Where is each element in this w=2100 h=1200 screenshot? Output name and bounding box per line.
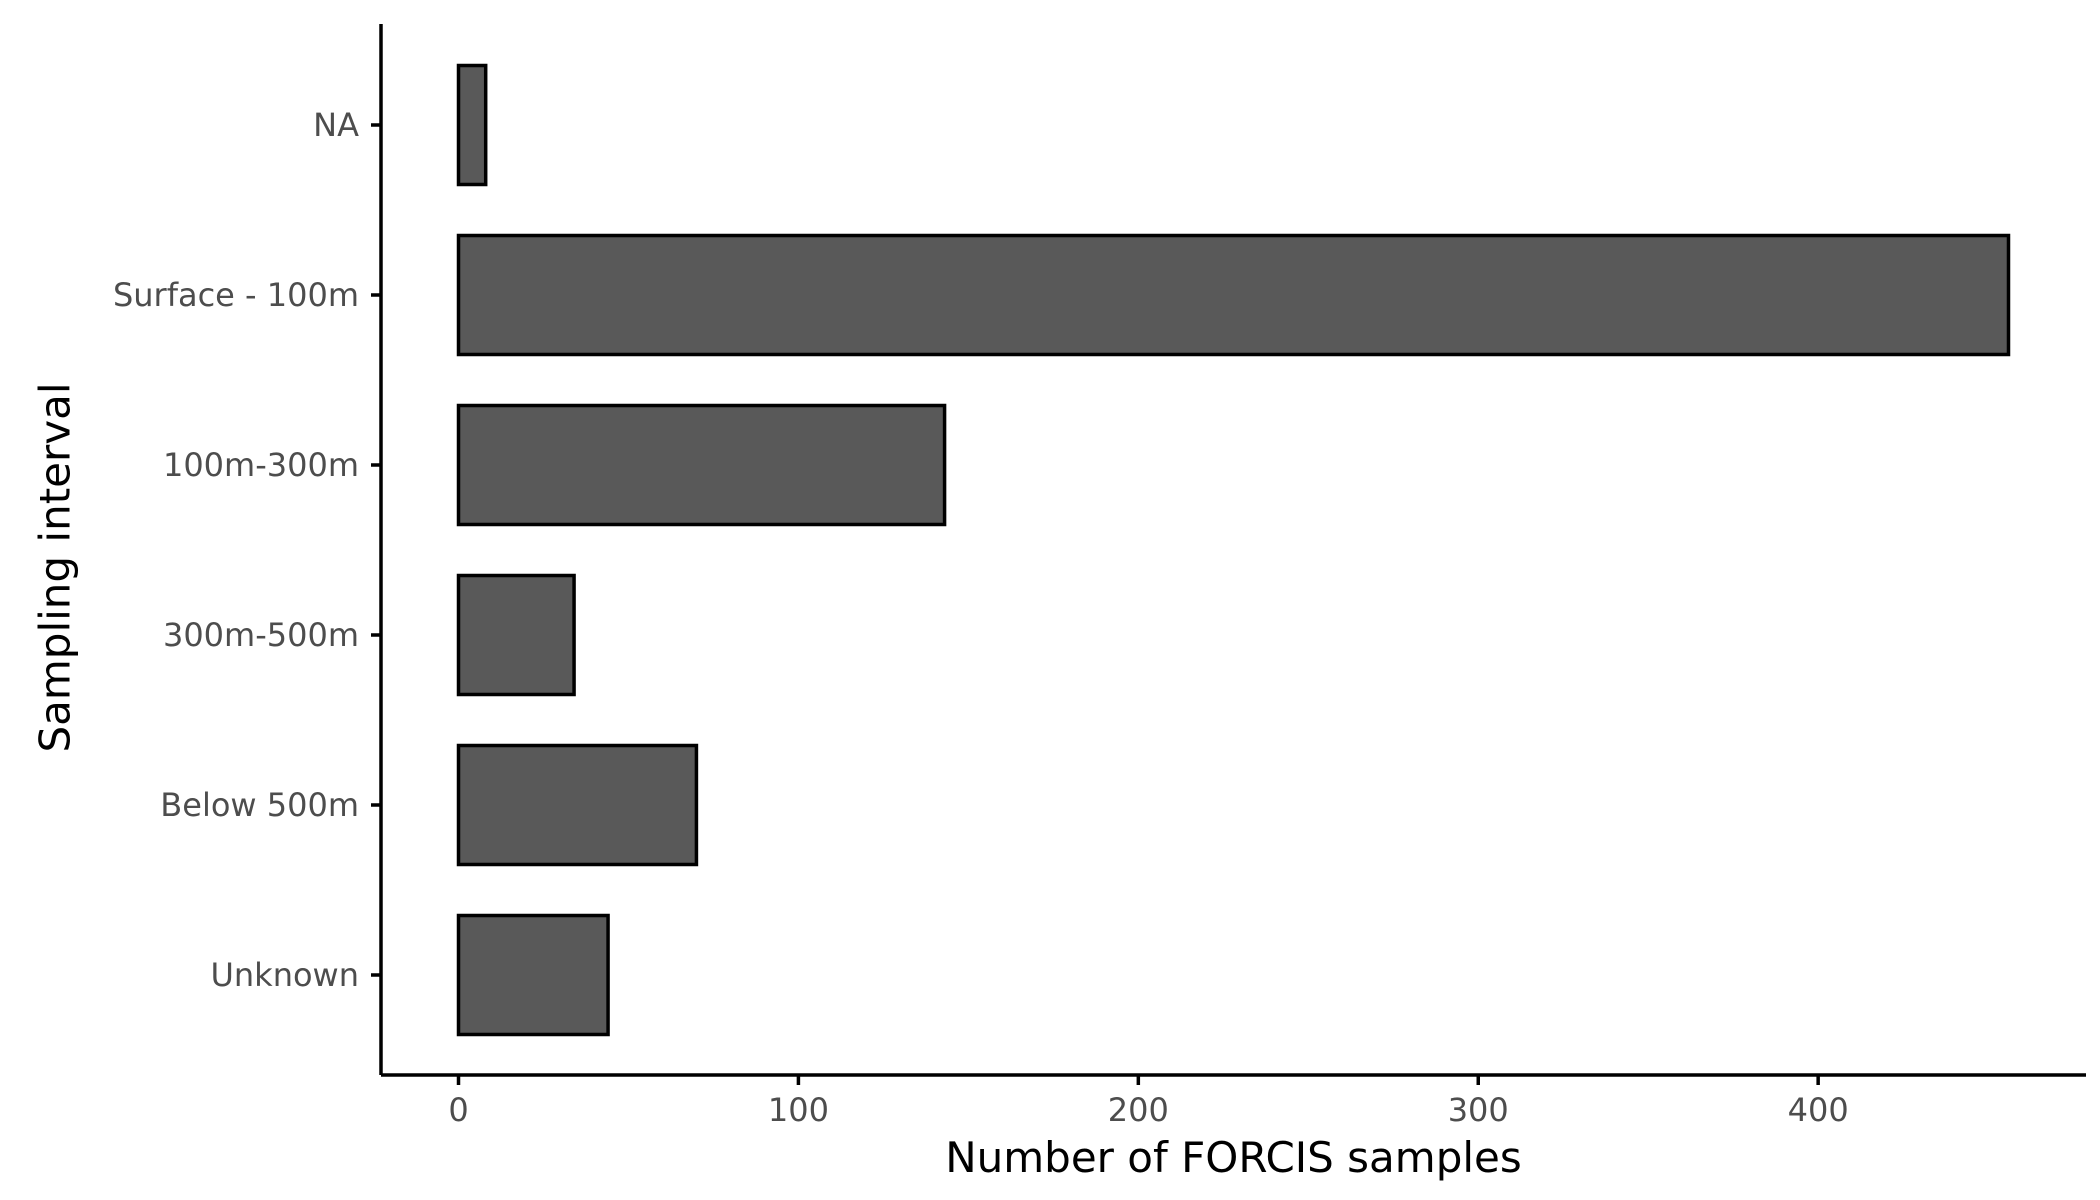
x-tick-label-300: 300 <box>1448 1091 1509 1129</box>
bar-below-500m <box>456 743 699 867</box>
x-tick-label-400: 400 <box>1788 1091 1849 1129</box>
y-tick-label-unknown: Unknown <box>210 956 359 994</box>
bar-surface-100m <box>456 233 2011 357</box>
bars-group <box>456 63 2011 1037</box>
x-tick-label-200: 200 <box>1108 1091 1169 1129</box>
y-tick-label-na: NA <box>313 106 359 144</box>
y-tick-label-surface-100m: Surface - 100m <box>113 276 359 314</box>
y-tick-label-100m-300m: 100m-300m <box>163 446 359 484</box>
x-tick-label-100: 100 <box>768 1091 829 1129</box>
x-tick-label-0: 0 <box>448 1091 468 1129</box>
bar-unknown <box>456 913 610 1037</box>
y-tick-label-300m-500m: 300m-500m <box>163 616 359 654</box>
y-tick-label-below-500m: Below 500m <box>160 786 359 824</box>
y-axis-ticks: NA Surface - 100m 100m-300m 300m-500m Below … <box>113 106 381 994</box>
x-axis-ticks: 0 100 200 300 400 <box>448 1075 1849 1129</box>
x-axis-title: Number of FORCIS samples <box>945 1133 1522 1182</box>
bar-100m-300m <box>456 403 947 527</box>
bar-300m-500m <box>456 573 576 697</box>
bar-na <box>456 63 488 187</box>
y-axis-title: Sampling interval <box>31 382 80 752</box>
